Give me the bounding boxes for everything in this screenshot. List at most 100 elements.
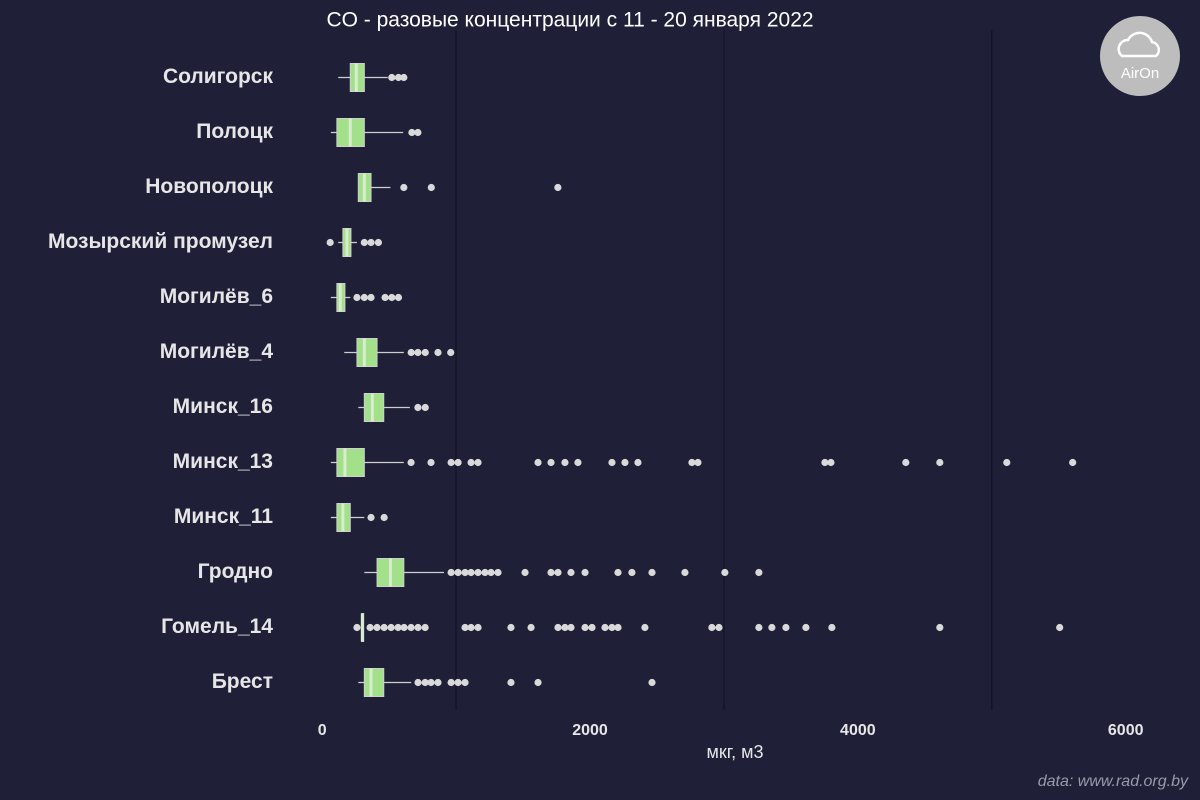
outlier (447, 678, 455, 687)
logo-cloud (1117, 31, 1161, 58)
x-tick-label: 6000 (1108, 722, 1144, 739)
y-tick-label: Минск_13 (173, 450, 273, 473)
outlier (936, 458, 944, 467)
outlier (755, 623, 763, 632)
outlier (388, 293, 396, 302)
outlier (367, 513, 375, 522)
outlier (481, 568, 489, 577)
outlier (1003, 458, 1011, 467)
outlier (581, 568, 589, 577)
outlier (708, 623, 716, 632)
outlier (1056, 623, 1064, 632)
outlier (461, 568, 469, 577)
outlier (326, 238, 334, 247)
outlier (547, 458, 555, 467)
outlier (534, 458, 542, 467)
outlier (521, 568, 529, 577)
outlier (554, 623, 562, 632)
outlier (474, 623, 482, 632)
outlier (574, 458, 582, 467)
outlier (936, 623, 944, 632)
outlier (414, 348, 422, 357)
outlier (648, 568, 656, 577)
outlier (507, 623, 515, 632)
outlier (434, 348, 442, 357)
outlier (447, 348, 455, 357)
outlier (474, 458, 482, 467)
outlier (421, 678, 429, 687)
outlier (367, 238, 375, 247)
outlier (421, 348, 429, 357)
outlier (474, 568, 482, 577)
outlier (353, 293, 361, 302)
outlier (414, 678, 422, 687)
outlier (414, 623, 422, 632)
outlier (388, 73, 396, 82)
outlier (381, 293, 389, 302)
outlier (360, 293, 368, 302)
outlier (454, 458, 462, 467)
logo: AirOn (1100, 16, 1180, 96)
caption: data: www.rad.org.by (1038, 773, 1189, 790)
outlier (768, 623, 776, 632)
outlier (461, 678, 469, 687)
outlier (454, 678, 462, 687)
outlier (421, 623, 429, 632)
outlier (581, 623, 589, 632)
y-tick-label: Могилёв_6 (160, 285, 273, 308)
outlier (407, 348, 415, 357)
box (363, 668, 385, 697)
outlier (561, 623, 569, 632)
outlier (414, 128, 422, 137)
outlier (588, 623, 596, 632)
outlier (394, 73, 403, 82)
outlier (407, 458, 415, 467)
outlier (601, 623, 609, 632)
outlier (427, 183, 435, 192)
x-tick-label: 4000 (840, 722, 876, 739)
outlier (434, 678, 442, 687)
outlier (614, 623, 622, 632)
outlier (902, 458, 910, 467)
outlier (374, 238, 382, 247)
y-tick-label: Брест (212, 670, 273, 693)
outlier (527, 623, 535, 632)
y-tick-label: Могилёв_4 (160, 340, 274, 363)
chart-title: CO - разовые концентрации с 11 - 20 янва… (326, 9, 813, 32)
outlier (821, 458, 829, 467)
outlier (554, 183, 562, 192)
outlier (608, 623, 616, 632)
outlier (467, 458, 475, 467)
x-axis-label: мкг, м3 (706, 742, 763, 762)
outlier (547, 568, 555, 577)
logo-text: AirOn (1121, 65, 1159, 82)
outlier (782, 623, 790, 632)
outlier (688, 458, 696, 467)
y-tick-label: Солигорск (163, 65, 274, 88)
y-tick-label: Новополоцк (145, 175, 273, 198)
outlier (367, 293, 375, 302)
outlier (494, 568, 502, 577)
outlier (387, 623, 395, 632)
outlier (802, 623, 810, 632)
outlier (608, 458, 616, 467)
outlier (681, 568, 689, 577)
box (356, 338, 378, 367)
outlier (567, 623, 575, 632)
outlier (394, 293, 403, 302)
outlier (400, 73, 408, 82)
y-tick-label: Гродно (198, 560, 273, 583)
outlier (394, 623, 402, 632)
x-tick-label: 0 (318, 722, 327, 739)
outlier (373, 623, 381, 632)
outlier (360, 238, 368, 247)
outlier (827, 458, 835, 467)
outlier (461, 623, 469, 632)
outlier (567, 568, 575, 577)
outlier (614, 568, 622, 577)
outlier (380, 513, 388, 522)
outlier (467, 623, 475, 632)
y-tick-label: Мозырский промузел (48, 230, 273, 253)
outlier (534, 678, 542, 687)
